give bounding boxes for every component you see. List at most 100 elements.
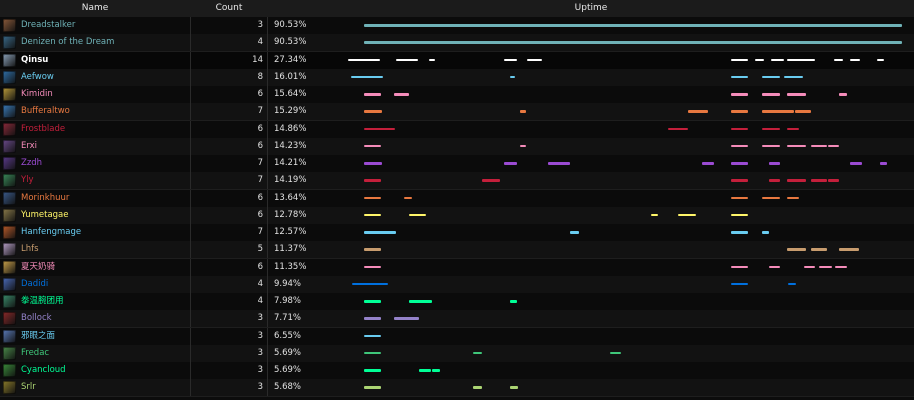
table-row[interactable]: Bufferaltwo 7 15.29% [0,103,914,122]
count-cell: 4 [191,275,268,293]
count-cell: 6 [191,189,268,207]
table-row[interactable]: Frostblade 6 14.86% [0,120,914,139]
uptime-segment [761,144,780,148]
player-name[interactable]: Denizen of the Dream [21,37,115,48]
column-header-name[interactable]: Name [81,3,109,13]
player-name[interactable]: Bollock [21,313,52,324]
uptime-segment [610,351,622,355]
player-name[interactable]: Hanfengmage [21,227,82,237]
uptime-segment [818,265,833,268]
player-name[interactable]: 拳温腕团用 [21,296,64,306]
uptime-segment [393,317,420,320]
uptime-segment [810,179,827,182]
count-cell: 3 [191,17,268,34]
player-name[interactable]: Cyancloud [21,365,66,375]
uptime-segment [810,144,827,148]
uptime-percent-cell: 14.21% [268,155,338,172]
uptime-percent: 90.53% [274,20,307,30]
table-row[interactable]: Yly 7 14.19% [0,172,914,191]
table-row[interactable]: Zzdh 7 14.21% [0,155,914,173]
table-row[interactable]: Dadidi 4 9.94% [0,275,914,294]
count-cell: 4 [191,293,268,310]
player-name[interactable]: 邪眼之面 [21,330,56,341]
player-name[interactable]: Dreadstalker [21,20,76,30]
uptime-segment [768,265,780,268]
player-name[interactable]: Fredac [21,347,50,358]
player-name[interactable]: Yumetagae [21,209,69,220]
uptime-segment [730,75,749,79]
uptime-percent: 7.71% [274,313,302,324]
paladin-icon [3,139,16,153]
table-row[interactable]: 夏天奶骑 6 11.35% [0,258,914,277]
player-name[interactable]: Bufferaltwo [21,106,70,117]
table-row[interactable]: Bollock 3 7.71% [0,310,914,329]
uptime-segment [504,162,517,165]
name-cell: Yumetagae [0,206,191,224]
uptime-segment [755,58,764,61]
name-cell: Frostblade [0,120,191,138]
uptime-segment [393,93,409,96]
uptime-percent: 14.23% [274,140,307,151]
player-name[interactable]: Morinkhuur [21,192,70,203]
uptime-segment [651,213,659,217]
uptime-segment [761,127,780,130]
table-row[interactable]: Aefwow 8 16.01% [0,68,914,87]
player-name[interactable]: Zzdh [21,158,43,168]
dk-icon [3,174,16,188]
player-name[interactable]: Dadidi [21,278,49,289]
table-row[interactable]: Morinkhuur 6 13.64% [0,189,914,208]
name-cell: 邪眼之面 [0,327,191,345]
player-name[interactable]: Erxi [21,140,38,151]
table-row[interactable]: Lhfs 5 11.37% [0,241,914,260]
table-row[interactable]: Kimidin 6 15.64% [0,86,914,104]
table-row[interactable]: Cyancloud 3 5.69% [0,362,914,380]
uptime-percent-cell: 5.69% [268,362,338,379]
count-cell: 3 [191,362,268,379]
uptime-segment [364,334,381,337]
player-name[interactable]: Lhfs [21,244,39,255]
player-name[interactable]: Kimidin [21,89,53,99]
player-name[interactable]: Srlr [21,382,36,393]
count-value: 3 [257,20,263,30]
uptime-percent-cell: 13.64% [268,190,338,207]
table-row[interactable]: 邪眼之面 3 6.55% [0,327,914,346]
table-row[interactable]: Hanfengmage 7 12.57% [0,224,914,242]
uptime-percent-cell: 5.68% [268,379,338,396]
player-name[interactable]: Aefwow [21,71,54,82]
table-row[interactable]: Denizen of the Dream 4 90.53% [0,34,914,53]
uptime-segment [768,179,780,182]
table-row[interactable]: Dreadstalker 3 90.53% [0,17,914,35]
uptime-segment [787,179,807,182]
player-name[interactable]: 夏天奶骑 [21,261,56,272]
count-cell: 7 [191,103,268,121]
table-row[interactable]: Fredac 3 5.69% [0,344,914,363]
table-row[interactable]: 拳温腕团用 4 7.98% [0,293,914,311]
uptime-percent: 14.19% [274,175,307,186]
uptime-segment [364,231,396,234]
column-header-count[interactable]: Count [215,3,243,13]
uptime-percent: 14.86% [274,123,307,134]
player-name[interactable]: Frostblade [21,123,66,134]
uptime-percent-cell: 14.19% [268,172,338,189]
table-row[interactable]: Qinsu 14 27.34% [0,51,914,70]
uptime-segment [520,144,527,148]
player-name[interactable]: Qinsu [21,54,49,65]
uptime-segment [803,265,815,268]
count-value: 7 [257,106,263,117]
table-row[interactable]: Srlr 3 5.68% [0,379,914,398]
uptime-segment [404,196,413,199]
player-name[interactable]: Yly [21,175,34,186]
uptime-segment [364,265,381,268]
uptime-percent: 5.69% [274,347,302,358]
count-value: 3 [257,330,263,341]
table-row[interactable]: Erxi 6 14.23% [0,137,914,156]
column-header-uptime[interactable]: Uptime [574,3,608,13]
uptime-segment [364,317,381,320]
uptime-segment [364,41,902,44]
table-header: Name Count Uptime [0,0,914,18]
uptime-percent: 90.53% [274,37,307,48]
paladin-icon [3,88,16,101]
table-row[interactable]: Yumetagae 6 12.78% [0,206,914,225]
uptime-percent: 27.34% [274,54,307,65]
count-value: 3 [257,365,263,375]
